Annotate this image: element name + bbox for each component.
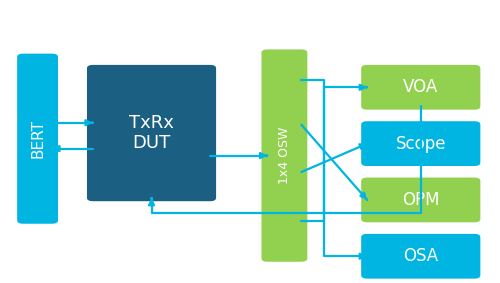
Text: BERT: BERT [30, 119, 45, 158]
Text: VOA: VOA [403, 78, 438, 96]
FancyBboxPatch shape [361, 177, 480, 222]
FancyBboxPatch shape [262, 50, 308, 262]
FancyBboxPatch shape [361, 234, 480, 279]
FancyBboxPatch shape [361, 121, 480, 166]
FancyBboxPatch shape [17, 54, 58, 224]
Text: 1x4 OSW: 1x4 OSW [278, 127, 291, 184]
Text: OPM: OPM [402, 191, 440, 209]
FancyBboxPatch shape [87, 65, 216, 201]
FancyBboxPatch shape [361, 65, 480, 110]
Text: OSA: OSA [403, 247, 438, 265]
Text: TxRx
DUT: TxRx DUT [129, 114, 174, 153]
Text: Scope: Scope [396, 135, 446, 153]
